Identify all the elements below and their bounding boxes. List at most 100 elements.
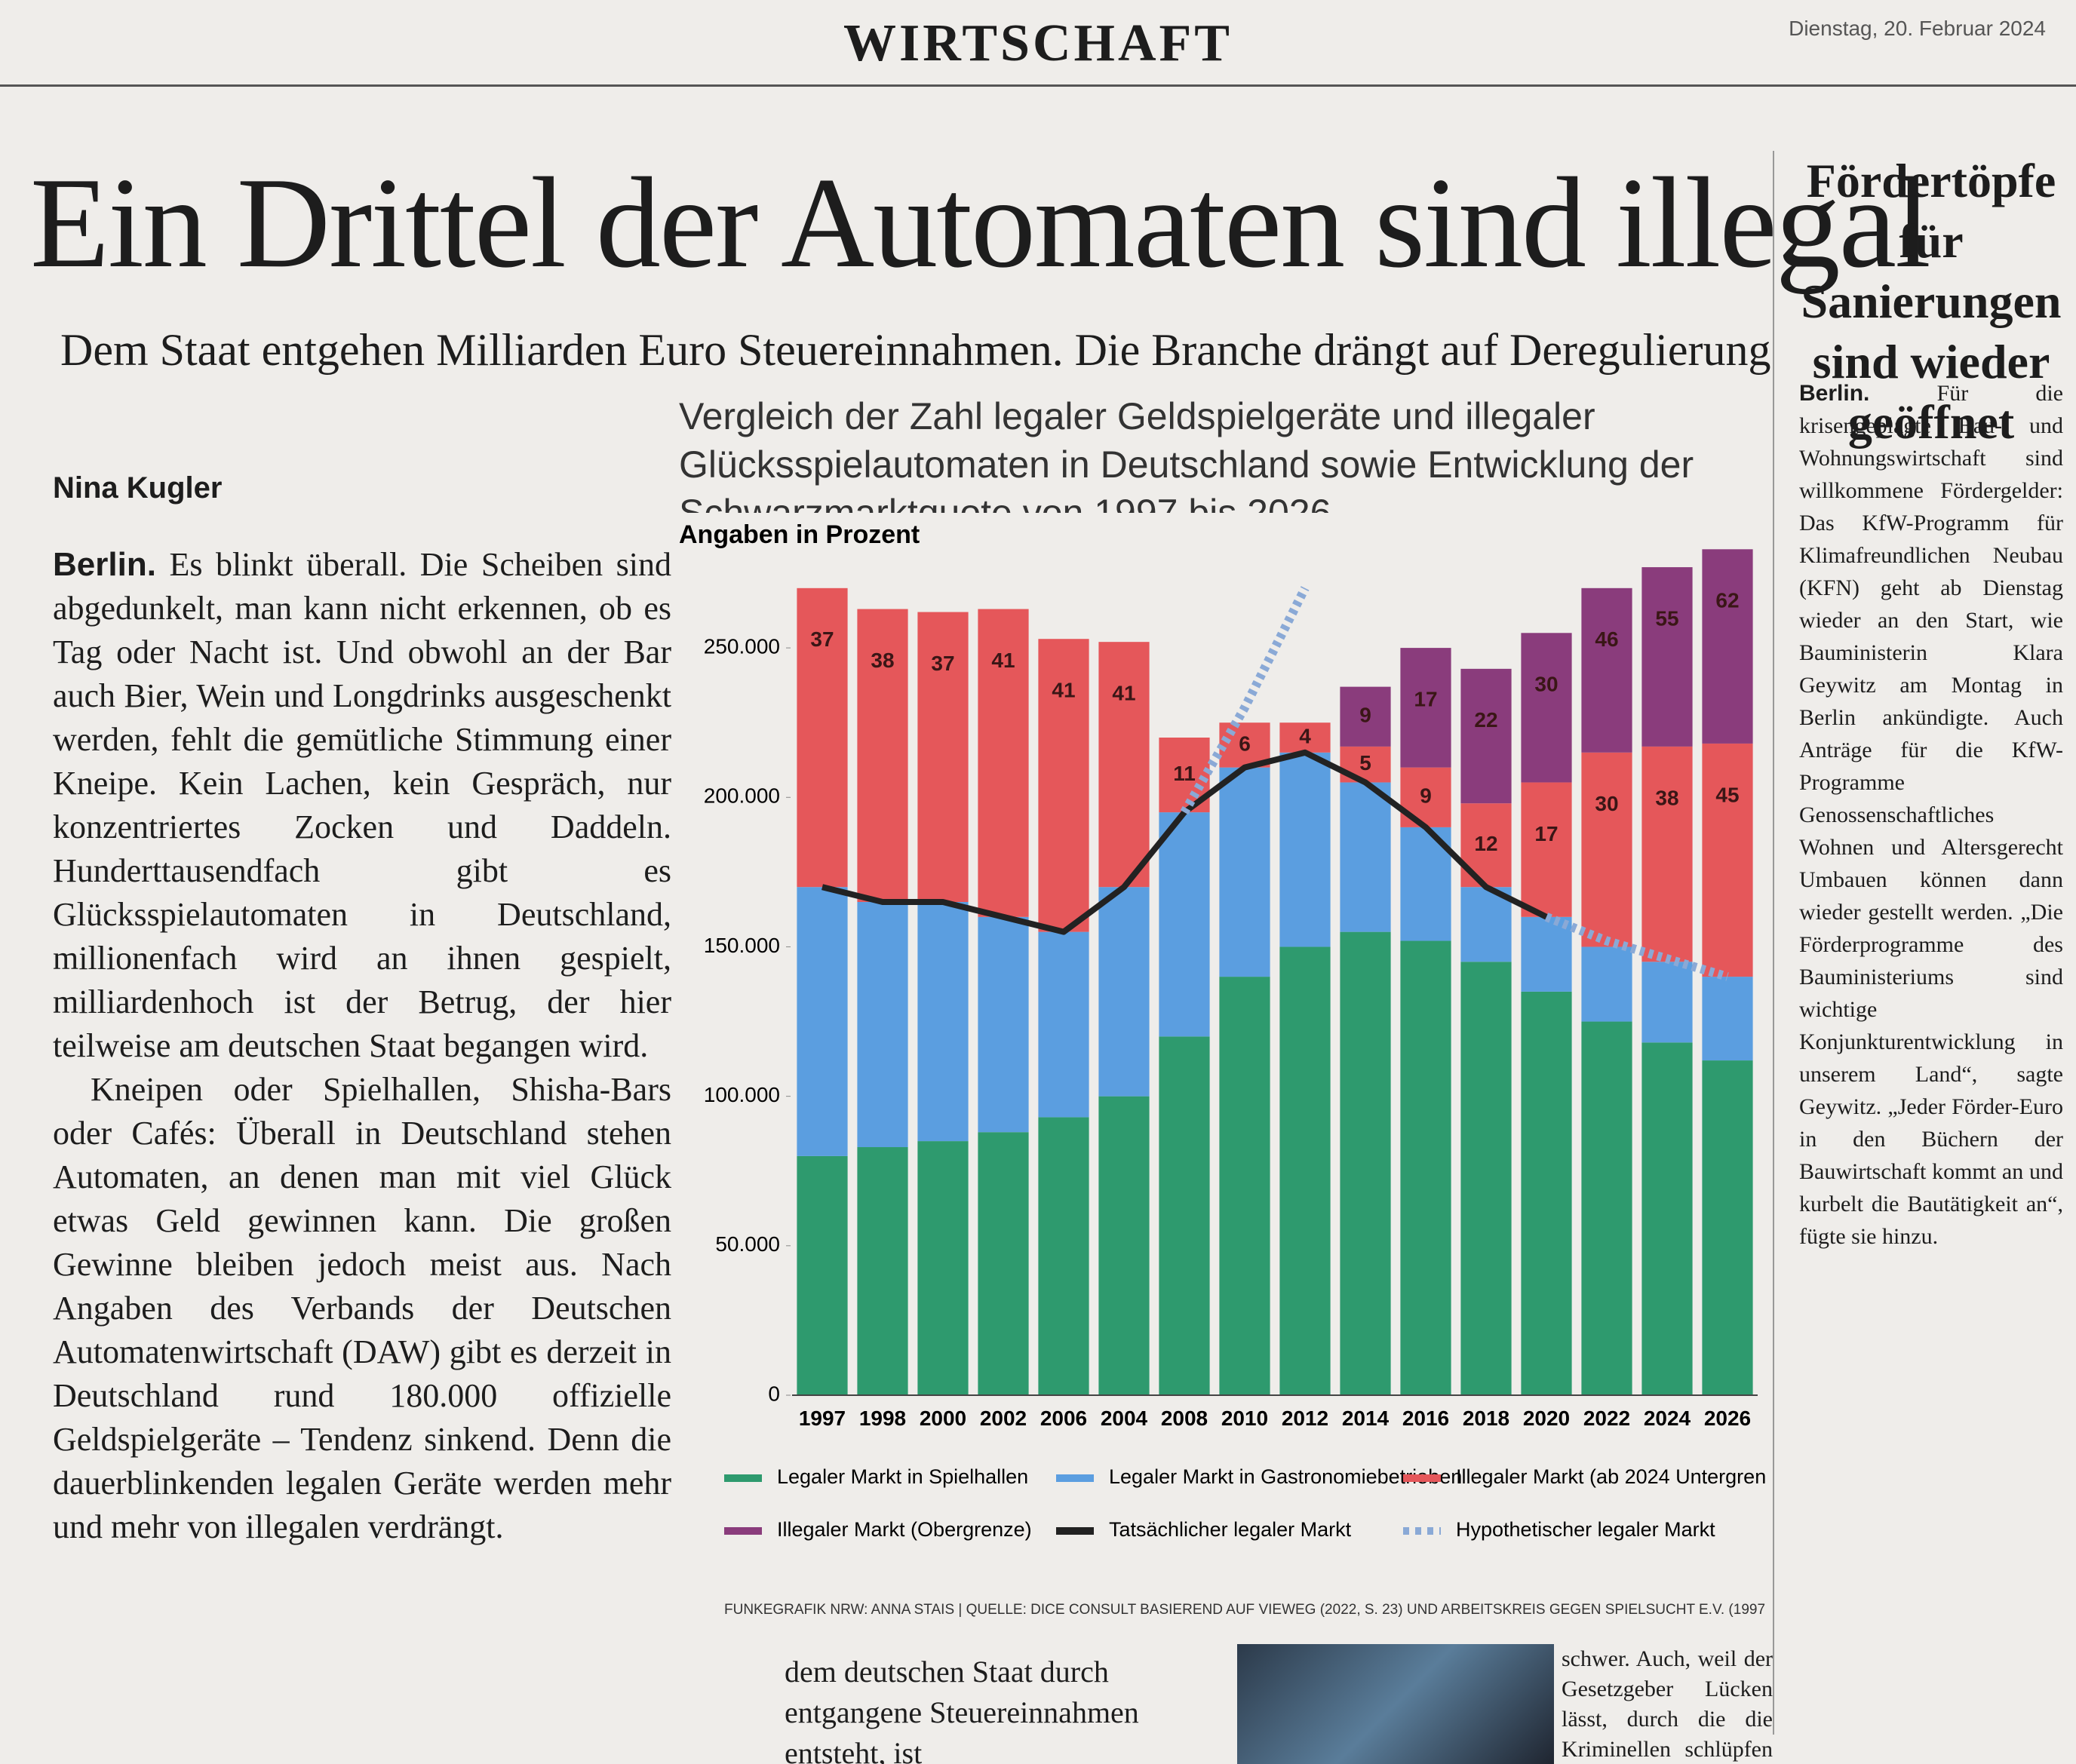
x-tick-label: 2002 [980, 1407, 1027, 1430]
legend-label: Hypothetischer legaler Markt [1456, 1518, 1715, 1541]
bar-segment [1038, 1117, 1089, 1395]
legend-label: Legaler Markt in Spielhallen [777, 1465, 1028, 1488]
share-label: 41 [991, 649, 1015, 672]
share-label: 12 [1474, 832, 1497, 855]
x-tick-label: 2026 [1704, 1407, 1751, 1430]
bar-segment [1340, 782, 1391, 932]
share-label: 6 [1239, 732, 1251, 755]
sidebar-headline: Fördertöpfe für Sanierungen sind wieder … [1801, 154, 2062, 449]
share-label: 9 [1359, 704, 1371, 727]
paragraph-text: Es blinkt überall. Die Scheiben sind abg… [53, 546, 671, 1064]
bar-segment [1400, 940, 1451, 1395]
article-continued: schwer. Auch, weil der Gesetzgeber Lücke… [1562, 1646, 1773, 1762]
header-rule [0, 84, 2076, 87]
share-label: 37 [931, 652, 954, 675]
bar-segment [1279, 946, 1331, 1395]
share-label: 41 [1052, 679, 1075, 702]
sidebar-text: Berlin. Für die krisengeplagte Bau- und … [1799, 377, 2063, 1764]
bar-segment [1279, 722, 1331, 753]
bar-segment [1460, 887, 1512, 962]
bar-segment [1702, 743, 1753, 977]
issue-date: Dienstag, 20. Februar 2024 [1789, 17, 2046, 40]
headline: Ein Drittel der Automaten sind illegal [30, 152, 1931, 295]
subheadline: Dem Staat entgehen Milliarden Euro Steue… [60, 325, 1771, 375]
bar-segment [978, 916, 1029, 1133]
bar-segment [1219, 977, 1270, 1395]
x-tick-label: 1998 [859, 1407, 906, 1430]
share-label: 62 [1715, 589, 1739, 612]
bar-segment [857, 902, 908, 1148]
bar-segment [1038, 639, 1089, 932]
legend-label: Tatsächlicher legaler Markt [1109, 1518, 1352, 1541]
bar-segment [1641, 962, 1693, 1043]
share-label: 38 [1655, 786, 1678, 809]
x-tick-label: 1997 [799, 1407, 846, 1430]
x-tick-label: 2014 [1342, 1407, 1390, 1430]
bar-segment [1521, 991, 1572, 1395]
bar-segment [1038, 931, 1089, 1118]
dateline: Berlin. [53, 546, 156, 583]
column-rule [1773, 151, 1774, 1735]
share-label: 41 [1112, 682, 1135, 705]
bar-segment [1340, 686, 1391, 747]
chart-source: FUNKEGRAFIK NRW: ANNA STAIS | QUELLE: DI… [724, 1602, 1765, 1618]
share-label: 55 [1655, 606, 1678, 630]
x-tick-label: 2004 [1101, 1407, 1148, 1430]
bar-segment [1581, 946, 1632, 1022]
bar-segment [1219, 767, 1270, 977]
bar-segment [1098, 642, 1150, 888]
bar-segment [797, 587, 848, 888]
x-tick-label: 2010 [1221, 1407, 1268, 1430]
legend-label: Illegaler Markt (Obergrenze) [777, 1518, 1032, 1541]
bar-segment [1702, 1060, 1753, 1395]
sidebar-paragraph: Für die krisengeplagte Bau- und Wohnungs… [1799, 381, 2063, 1249]
y-tick-label: 250.000 [704, 634, 780, 658]
x-tick-label: 2012 [1282, 1407, 1328, 1430]
x-tick-label: 2020 [1523, 1407, 1570, 1430]
bar-segment [1460, 668, 1512, 804]
x-tick-label: 2016 [1402, 1407, 1449, 1430]
bar-segment [1400, 648, 1451, 768]
dateline: Berlin. [1799, 381, 1870, 406]
share-label: 9 [1420, 784, 1432, 808]
bar-segment [1340, 931, 1391, 1395]
bar-segment [1641, 1042, 1693, 1395]
bar-segment [917, 902, 969, 1142]
x-tick-label: 2018 [1463, 1407, 1509, 1430]
section-title: WIRTSCHAFT [843, 14, 1233, 72]
bar-segment [1581, 587, 1632, 753]
bar-segment [1702, 977, 1753, 1061]
x-tick-label: 2006 [1040, 1407, 1087, 1430]
share-label: 17 [1534, 822, 1558, 845]
y-tick-label: 0 [768, 1382, 780, 1405]
x-tick-label: 2000 [920, 1407, 966, 1430]
chart-subtitle: Angaben in Prozent [679, 520, 920, 549]
bar-segment [1159, 812, 1210, 1037]
photo [1237, 1644, 1554, 1764]
share-label: 37 [810, 627, 834, 651]
share-label: 5 [1359, 751, 1371, 775]
share-label: 45 [1715, 783, 1739, 806]
author: Nina Kugler [53, 471, 223, 505]
bar-segment [1702, 549, 1753, 744]
paragraph: Kneipen oder Spielhallen, Shisha-Bars od… [53, 1071, 671, 1545]
x-tick-label: 2022 [1583, 1407, 1630, 1430]
chart-title-box: Vergleich der Zahl legaler Geldspielgerä… [679, 395, 1694, 513]
bar-segment [857, 1147, 908, 1395]
share-label: 22 [1474, 708, 1497, 732]
bar-segment [1159, 1036, 1210, 1395]
bar-segment [917, 612, 969, 902]
bar-segment [797, 1155, 848, 1395]
share-label: 4 [1299, 724, 1311, 747]
bar-segment [1279, 752, 1331, 947]
bar-segment [857, 609, 908, 902]
bar-segment [978, 1132, 1029, 1395]
line-series [1180, 586, 1729, 981]
y-tick-label: 100.000 [704, 1083, 780, 1106]
chart-title: Vergleich der Zahl legaler Geldspielgerä… [679, 395, 1694, 513]
bar-segment [917, 1141, 969, 1395]
paragraph: Berlin. Es blinkt überall. Die Scheiben … [53, 543, 671, 1068]
share-label: 30 [1595, 792, 1618, 815]
share-label: 17 [1414, 687, 1437, 710]
